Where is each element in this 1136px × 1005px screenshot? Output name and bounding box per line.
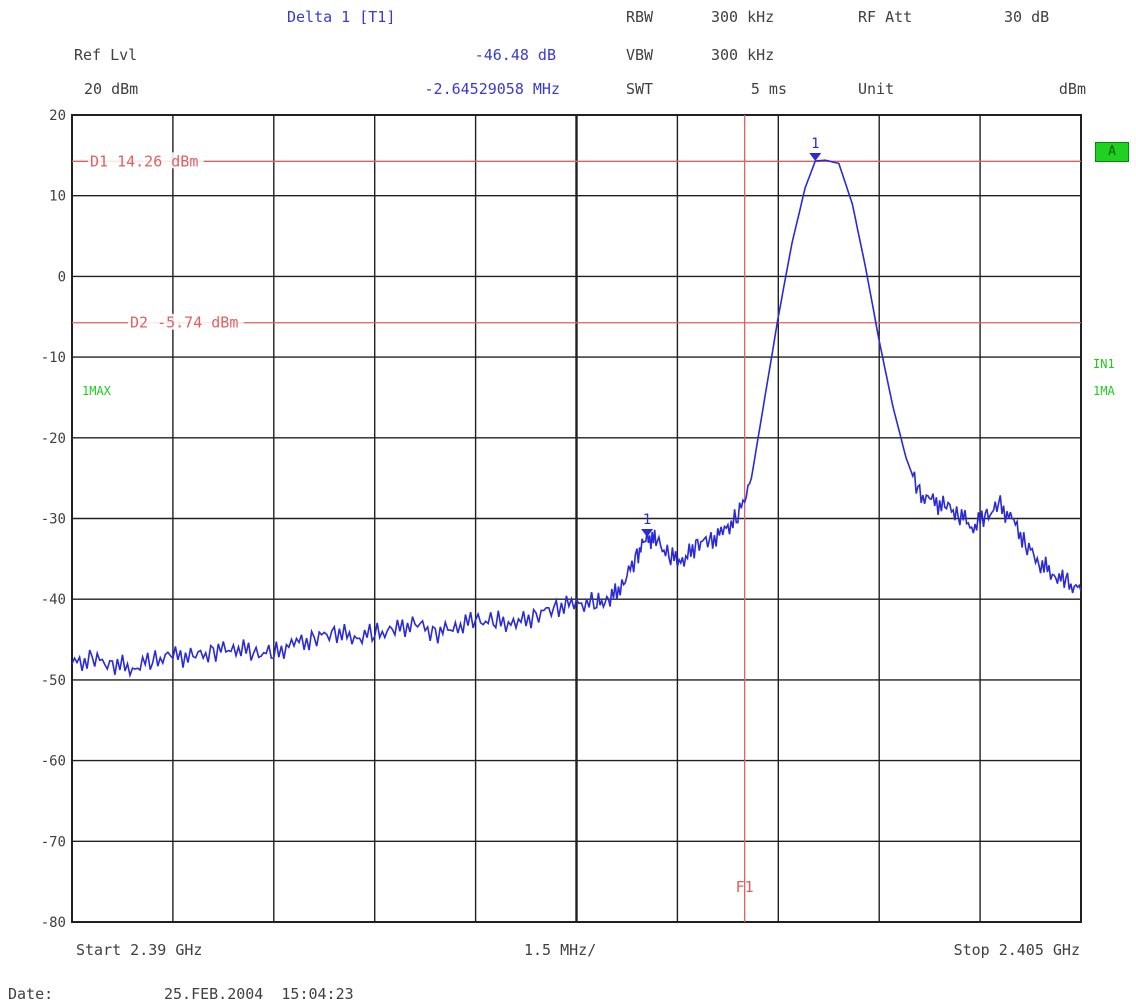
marker-title: Delta 1 [T1] [287,8,396,26]
display-line-label: D1 14.26 dBm [90,152,198,170]
y-tick-label: -30 [41,512,66,528]
trace-mode-left: 1MAX [82,384,111,398]
span-per-division: 1.5 MHz/ [524,941,597,959]
y-tick-label: -80 [41,915,66,931]
marker-delta-triangle [641,529,654,538]
rbw-value: 300 kHz [711,8,775,26]
unit-value: dBm [1058,80,1086,98]
swt-label: SWT [626,80,654,98]
y-tick-label: 20 [49,108,66,124]
vbw-label: VBW [626,46,654,64]
date-label: Date: [8,985,54,1003]
y-tick-label: 0 [58,269,66,285]
ref-level-value: 20 dBm [84,80,139,98]
marker-reference-triangle [809,152,822,161]
rf-att-label: RF Att [858,8,913,26]
marker-delta-label: 1 [643,512,651,528]
display-line-label: D2 -5.74 dBm [130,314,238,332]
y-tick-label: -10 [41,350,66,366]
rbw-label: RBW [626,8,654,26]
display-line-label-bg [88,152,204,169]
spectrum-trace [71,159,1082,679]
y-tick-label: -40 [41,592,66,608]
stop-frequency: Stop 2.405 GHz [953,941,1080,959]
marker-frequency: -2.64529058 MHz [424,80,560,98]
ref-level-label: Ref Lvl [74,46,138,64]
screen-a-badge: A [1095,142,1129,162]
swt-value: 5 ms [750,80,787,98]
y-tick-label: 10 [49,189,66,205]
frequency-line-label: F1 [736,878,754,896]
date-value: 25.FEB.2004 15:04:23 [164,985,354,1003]
start-frequency: Start 2.39 GHz [76,941,203,959]
trace-mode-right: 1MA [1093,384,1115,398]
display-line-label-bg [128,313,244,330]
rf-att-value: 30 dB [1004,8,1050,26]
y-tick-label: -70 [41,834,66,850]
trace-input-right: IN1 [1093,357,1115,371]
y-tick-label: -60 [41,754,66,770]
marker-level: -46.48 dB [474,46,556,64]
y-tick-label: -20 [41,431,66,447]
marker-reference-label: 1 [811,136,819,152]
y-tick-label: -50 [41,673,66,689]
vbw-value: 300 kHz [711,46,775,64]
unit-label: Unit [858,80,895,98]
